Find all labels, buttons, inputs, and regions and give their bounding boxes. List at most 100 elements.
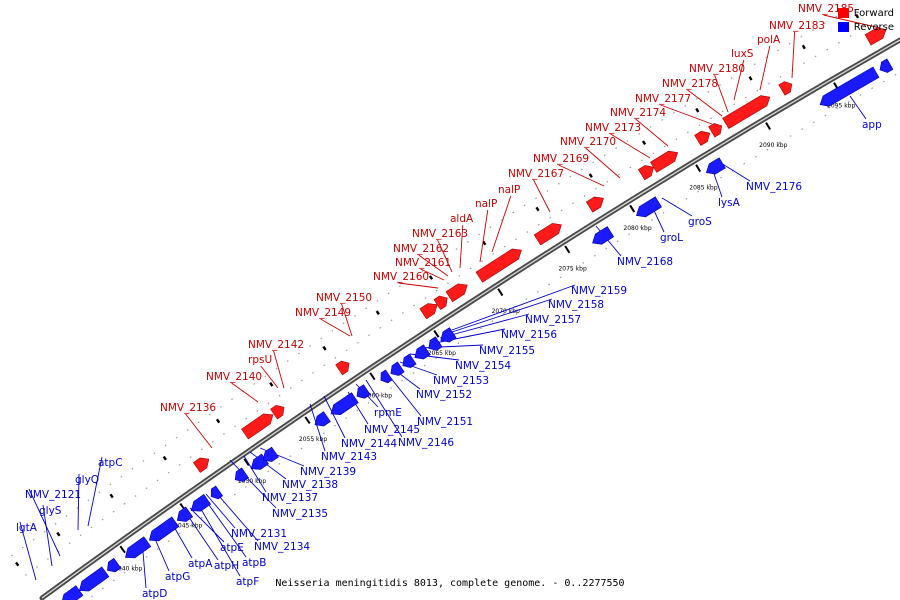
reverse-gene-label: NMV_2144 bbox=[341, 438, 397, 450]
forward-label-leader bbox=[491, 195, 512, 253]
reverse-label-leader bbox=[243, 455, 267, 493]
forward-label-leader bbox=[479, 209, 489, 263]
marker-tick bbox=[109, 493, 114, 499]
reverse-gene-arrow bbox=[314, 411, 331, 427]
reverse-label-leader bbox=[197, 503, 241, 577]
forward-gene-label: NMV_2162 bbox=[393, 243, 449, 255]
forward-gene-label: NMV_2136 bbox=[160, 402, 216, 414]
reverse-gene-label: NMV_2137 bbox=[262, 492, 318, 504]
reverse-gene-label: NMV_2152 bbox=[416, 389, 472, 401]
label-leader-lines bbox=[19, 14, 881, 589]
forward-gene-label: NMV_2183 bbox=[769, 20, 825, 32]
forward-label-leader bbox=[260, 365, 279, 389]
forward-gene-arrow bbox=[650, 150, 679, 173]
forward-label-leader bbox=[687, 89, 723, 117]
forward-label-leader bbox=[610, 133, 651, 159]
marker-tick bbox=[375, 310, 380, 315]
forward-gene-label: nalP bbox=[475, 198, 497, 210]
reverse-label-leader bbox=[439, 313, 530, 339]
reverse-gene-arrow bbox=[705, 157, 726, 175]
reverse-label-leader bbox=[77, 473, 80, 531]
reverse-gene-label: NMV_2145 bbox=[364, 424, 420, 436]
forward-gene-arrow bbox=[445, 283, 468, 303]
marker-tick bbox=[162, 455, 167, 461]
legend: Forward Reverse bbox=[837, 6, 894, 34]
forward-gene-label: nalP bbox=[498, 184, 520, 196]
scale-tick bbox=[695, 164, 702, 173]
reverse-gene-label: rpmE bbox=[374, 407, 402, 419]
reverse-gene-label: NMV_2139 bbox=[300, 466, 356, 478]
scale-tick-label: 2080 kbp bbox=[623, 225, 651, 232]
reverse-gene-label: NMV_2121 bbox=[25, 489, 81, 501]
reverse-gene-arrow bbox=[819, 66, 880, 107]
forward-gene-label: NMV_2169 bbox=[533, 153, 589, 165]
reverse-gene-arrow bbox=[440, 327, 457, 343]
reverse-gene-label: NMV_2154 bbox=[455, 360, 511, 372]
scale-tick bbox=[369, 372, 376, 381]
marker-tick bbox=[535, 206, 540, 212]
forward-gene-label: NMV_2174 bbox=[610, 107, 666, 119]
forward-gene-arrow bbox=[638, 165, 654, 181]
scale-tick-label: 2070 kbp bbox=[492, 308, 520, 315]
marker-tick bbox=[428, 275, 434, 280]
reverse-gene-label: groL bbox=[660, 232, 683, 244]
reverse-gene-arrow bbox=[592, 226, 615, 245]
reverse-label-leader bbox=[661, 197, 693, 217]
forward-label-leader bbox=[320, 318, 351, 337]
reverse-gene-arrow bbox=[107, 557, 122, 573]
reverse-gene-arrow bbox=[148, 516, 180, 542]
scale-tick-label: 2085 kbp bbox=[689, 184, 717, 191]
forward-gene-arrow bbox=[722, 95, 771, 129]
reverse-label-leader bbox=[445, 298, 553, 335]
scale-tick bbox=[564, 245, 571, 254]
forward-label-leader bbox=[231, 382, 259, 403]
genome-caption: Neisseria meningitidis 8013, complete ge… bbox=[275, 578, 625, 589]
scale-tick bbox=[119, 545, 126, 554]
scale-tick-label: 2065 kbp bbox=[428, 350, 456, 357]
forward-gene-label: aldA bbox=[450, 213, 474, 225]
scale-tick bbox=[243, 458, 250, 466]
forward-label-leader bbox=[533, 179, 551, 213]
forward-label-leader bbox=[185, 413, 213, 449]
reverse-gene-label: NMV_2151 bbox=[417, 416, 473, 428]
reverse-gene-label: app bbox=[862, 119, 882, 131]
reverse-gene-label: NMV_2176 bbox=[746, 181, 802, 193]
forward-label-leader bbox=[585, 147, 621, 179]
legend-reverse: Reverse bbox=[837, 20, 894, 34]
forward-swatch bbox=[837, 8, 849, 18]
reverse-gene-label: NMV_2159 bbox=[571, 285, 627, 297]
marker-tick bbox=[322, 345, 327, 351]
marker-tick bbox=[641, 140, 647, 145]
scale-tick-label: 2090 kbp bbox=[759, 142, 787, 149]
forward-label-leader bbox=[660, 104, 713, 125]
scale-tick-label: 2050 kbp bbox=[238, 478, 266, 485]
reverse-gene-arrow bbox=[879, 58, 894, 73]
forward-label-leader bbox=[459, 224, 464, 269]
marker-tick bbox=[748, 76, 753, 81]
reverse-label-leader bbox=[229, 459, 277, 509]
scale-tick bbox=[765, 122, 771, 131]
backbone-highlight bbox=[41, 39, 900, 599]
forward-label-leader bbox=[341, 303, 353, 337]
forward-label-leader bbox=[635, 118, 669, 147]
forward-label-leader bbox=[791, 31, 796, 79]
reverse-gene-arrow bbox=[190, 493, 212, 512]
forward-label-leader bbox=[759, 45, 771, 91]
forward-gene-arrow bbox=[585, 196, 604, 213]
reverse-gene-label: NMV_2146 bbox=[398, 437, 454, 449]
reverse-gene-arrow bbox=[402, 353, 417, 368]
forward-gene-label: rpsU bbox=[248, 354, 272, 366]
reverse-gene-label: atpD bbox=[142, 588, 167, 600]
forward-label-leader bbox=[823, 14, 881, 29]
marker-tick bbox=[855, 13, 860, 19]
dotted-guide-far bbox=[10, 4, 858, 557]
scale-tick-label: 2045 kbp bbox=[174, 523, 202, 530]
forward-gene-arrow bbox=[419, 303, 438, 320]
forward-gene-label: NMV_2160 bbox=[373, 271, 429, 283]
reverse-gene-arrow bbox=[390, 361, 405, 376]
reverse-gene-label: NMV_2156 bbox=[501, 329, 557, 341]
reverse-label-leader bbox=[365, 379, 403, 438]
marker-tick bbox=[269, 382, 274, 387]
